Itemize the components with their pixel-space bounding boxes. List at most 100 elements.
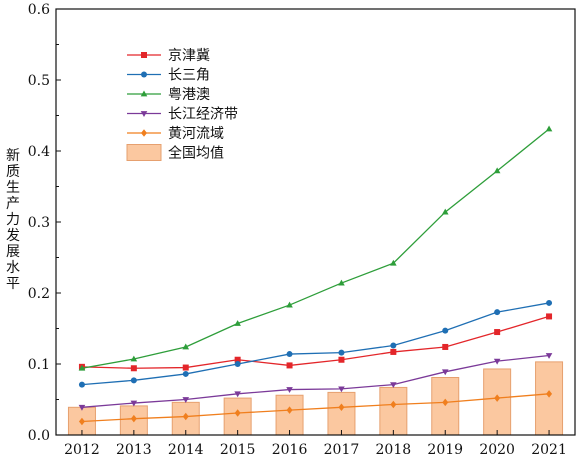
data-point-2013 [130, 355, 138, 362]
series-5 [78, 390, 553, 426]
x-tick-label: 2018 [376, 442, 412, 458]
series-line [81, 315, 550, 369]
data-point-2020 [494, 329, 501, 336]
y-axis-title-char: 新 [6, 148, 20, 164]
data-point-2016 [286, 406, 293, 414]
y-axis-title-char: 产 [6, 196, 20, 212]
axes-layer: 0.0 0.1 0.2 0.3 0.4 0.5 0.6 2012 2013 2014 2015 201… [28, 2, 576, 458]
legend-marker [141, 52, 147, 58]
x-tick-label: 2020 [479, 442, 515, 458]
legend-label: 全国均值 [168, 145, 224, 162]
data-point-2014 [182, 397, 190, 403]
data-point-2012 [78, 364, 86, 371]
legend-swatch [126, 144, 162, 161]
series-line [81, 354, 550, 408]
y-tick-label: 0.5 [28, 73, 50, 89]
y-axis-title-char: 展 [6, 244, 20, 260]
data-point-2016 [286, 301, 293, 308]
data-point-2013 [130, 365, 137, 372]
data-point-2014 [182, 370, 189, 377]
data-point-2017 [338, 356, 345, 363]
legend-item-5: 黄河流域 [127, 125, 224, 142]
legend-marker [140, 90, 148, 97]
y-tick-label: 0.2 [28, 286, 50, 302]
series-2 [78, 299, 553, 388]
data-point-2020 [494, 309, 501, 316]
x-tick-label: 2015 [220, 442, 256, 458]
data-point-2013 [130, 377, 137, 384]
data-point-2017 [338, 386, 345, 393]
data-point-2016 [286, 351, 293, 358]
series-4 [78, 353, 553, 411]
legend-label: 京津冀 [168, 48, 210, 64]
legend-marker [141, 71, 147, 78]
y-tick-label: 0.4 [28, 144, 50, 160]
data-point-2014 [182, 364, 189, 371]
bar-2020 [483, 368, 512, 436]
data-point-2020 [494, 394, 501, 402]
data-point-2018 [390, 400, 397, 409]
data-point-2017 [338, 403, 345, 412]
data-point-2012 [78, 381, 85, 388]
bar-2019 [431, 376, 460, 436]
legend-label: 黄河流域 [168, 125, 224, 142]
data-point-2021 [546, 299, 553, 306]
lines-layer [78, 125, 553, 426]
y-axis-title-char: 水 [6, 260, 20, 276]
x-tick-label: 2016 [272, 442, 308, 458]
data-point-2018 [390, 259, 397, 266]
legend-marker [140, 111, 148, 117]
data-point-2018 [390, 348, 397, 355]
y-axis-title-char: 质 [6, 164, 20, 180]
data-point-2012 [78, 404, 86, 411]
x-tick-label: 2019 [427, 442, 463, 458]
data-point-2013 [130, 414, 137, 423]
series-line [81, 128, 550, 369]
bar-2021 [535, 361, 564, 436]
data-point-2017 [338, 349, 345, 356]
data-point-2019 [441, 208, 449, 215]
data-point-2015 [234, 356, 241, 363]
y-tick-label: 0.3 [28, 215, 50, 231]
series-line [81, 302, 550, 386]
y-axis-title-char: 力 [6, 212, 20, 228]
data-point-2021 [545, 125, 553, 132]
data-point-2017 [338, 279, 345, 286]
data-point-2019 [441, 369, 449, 376]
data-point-2015 [234, 391, 241, 398]
data-point-2016 [286, 387, 293, 394]
y-tick-label: 0.6 [28, 2, 50, 18]
x-tick-label: 2017 [324, 442, 360, 458]
bar-2016 [275, 394, 304, 436]
legend-item-2: 长三角 [127, 68, 210, 84]
data-point-2018 [390, 382, 397, 389]
data-point-2018 [390, 342, 397, 349]
series-3 [78, 125, 553, 371]
data-point-2019 [442, 398, 449, 407]
data-point-2020 [493, 167, 501, 174]
data-point-2021 [546, 313, 553, 320]
data-point-2013 [130, 400, 138, 407]
legend-item-4: 长江经济带 [127, 107, 238, 123]
y-axis-title-char: 平 [6, 276, 20, 292]
data-point-2012 [78, 417, 85, 426]
x-tick-label: 2014 [168, 442, 204, 458]
data-point-2015 [234, 361, 241, 367]
data-point-2019 [442, 327, 449, 334]
data-point-2019 [442, 343, 449, 350]
legend-label: 长江经济带 [168, 107, 238, 123]
data-point-2015 [234, 409, 241, 417]
data-point-2014 [182, 412, 189, 421]
data-point-2016 [286, 362, 293, 369]
x-tick-label: 2013 [116, 442, 152, 458]
bar-2017 [327, 391, 356, 436]
legend-marker [141, 129, 147, 137]
y-tick-label: 0.1 [28, 357, 50, 373]
legend-item-3: 粤港澳 [127, 87, 210, 103]
series-line [81, 393, 550, 423]
legend-item-1: 京津冀 [127, 48, 210, 64]
